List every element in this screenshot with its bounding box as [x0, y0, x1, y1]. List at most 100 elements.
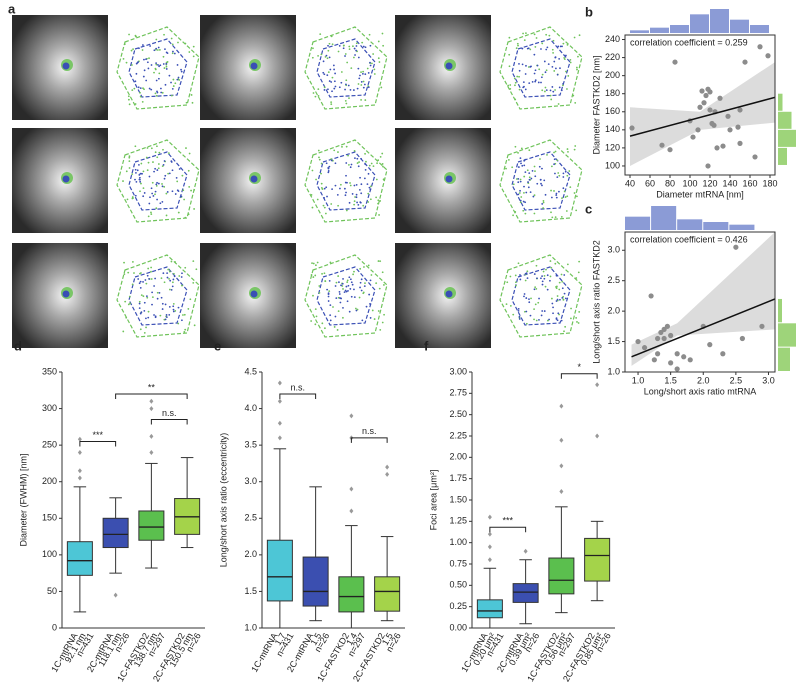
- localization: [551, 48, 554, 51]
- localization: [134, 168, 137, 171]
- localization: [531, 80, 534, 83]
- localization: [508, 36, 511, 39]
- localization: [131, 64, 133, 66]
- localization: [142, 195, 145, 198]
- localization: [523, 310, 526, 313]
- localization: [541, 280, 544, 283]
- localization: [157, 64, 159, 66]
- localization: [530, 177, 533, 180]
- top-hist-bar: [651, 206, 677, 230]
- localization: [359, 176, 361, 179]
- localization: [337, 50, 340, 53]
- outlier: [277, 398, 282, 404]
- localization: [170, 37, 173, 40]
- x-tick-label: 100: [682, 178, 697, 188]
- localization: [521, 47, 524, 50]
- localization: [569, 186, 572, 189]
- localization: [364, 46, 367, 49]
- x-tick-label: 140: [722, 178, 737, 188]
- localization: [320, 162, 323, 165]
- localization: [362, 70, 365, 73]
- localization: [522, 86, 525, 89]
- localization: [350, 281, 353, 284]
- localization: [181, 174, 184, 177]
- localization: [540, 182, 542, 185]
- localization: [128, 167, 131, 169]
- localization: [318, 285, 321, 287]
- localization: [362, 291, 365, 294]
- localization: [366, 67, 369, 70]
- localization: [517, 193, 520, 196]
- y-tick-label: 3.5: [244, 440, 257, 450]
- localization: [552, 306, 554, 309]
- top-hist-bar: [625, 216, 651, 230]
- y-axis-label: Diameter FASTKD2 [nm]: [591, 55, 601, 154]
- localization: [145, 79, 148, 82]
- localization: [348, 45, 351, 48]
- localization: [517, 166, 520, 168]
- localization: [367, 264, 370, 267]
- localization: [530, 65, 532, 68]
- localization: [139, 91, 141, 94]
- significance-bracket: [79, 440, 117, 447]
- outlier: [277, 435, 282, 441]
- localization: [138, 282, 141, 285]
- localization: [528, 172, 531, 175]
- localization: [566, 44, 569, 46]
- x-tick-label: 40: [625, 178, 635, 188]
- localization: [554, 150, 557, 153]
- localization: [526, 277, 529, 280]
- localization: [338, 293, 341, 295]
- localization: [555, 287, 558, 290]
- localization: [319, 33, 322, 35]
- localization: [555, 300, 558, 302]
- localization: [534, 303, 537, 306]
- localization: [342, 278, 344, 280]
- localization: [172, 50, 174, 53]
- localization: [122, 58, 125, 60]
- localization: [328, 290, 331, 293]
- localization: [541, 167, 543, 170]
- localization: [324, 280, 327, 282]
- localization: [545, 48, 548, 51]
- localization: [538, 165, 541, 168]
- significance-label: ***: [502, 516, 513, 526]
- localization: [164, 318, 167, 321]
- localization: [146, 61, 149, 64]
- fit-line: [631, 298, 775, 358]
- localization: [536, 64, 539, 67]
- localization: [134, 34, 137, 37]
- localization: [358, 161, 360, 163]
- localization: [310, 193, 313, 196]
- localization: [512, 313, 515, 316]
- localization: [341, 282, 344, 285]
- localization: [541, 42, 544, 45]
- localization: [161, 200, 164, 203]
- localization: [517, 177, 520, 180]
- localization: [191, 101, 194, 104]
- localization: [338, 281, 340, 284]
- localization: [189, 298, 192, 301]
- localization: [157, 46, 160, 49]
- localization: [375, 178, 378, 181]
- localization: [536, 277, 538, 280]
- localization: [346, 300, 349, 303]
- y-tick-label: 0.25: [449, 601, 467, 611]
- localization: [122, 330, 125, 333]
- point: [629, 125, 635, 131]
- point: [697, 104, 703, 110]
- localization: [369, 61, 371, 64]
- localization: [548, 34, 551, 37]
- localization: [363, 177, 366, 180]
- localization: [566, 263, 569, 266]
- foci: [250, 62, 258, 70]
- localization: [344, 53, 347, 55]
- outlier: [149, 398, 154, 404]
- localization: [337, 151, 339, 153]
- localization: [131, 173, 134, 175]
- localization: [158, 72, 161, 75]
- localization: [524, 73, 527, 75]
- micrograph: [395, 243, 491, 348]
- localization: [540, 277, 542, 280]
- localization: [150, 213, 153, 216]
